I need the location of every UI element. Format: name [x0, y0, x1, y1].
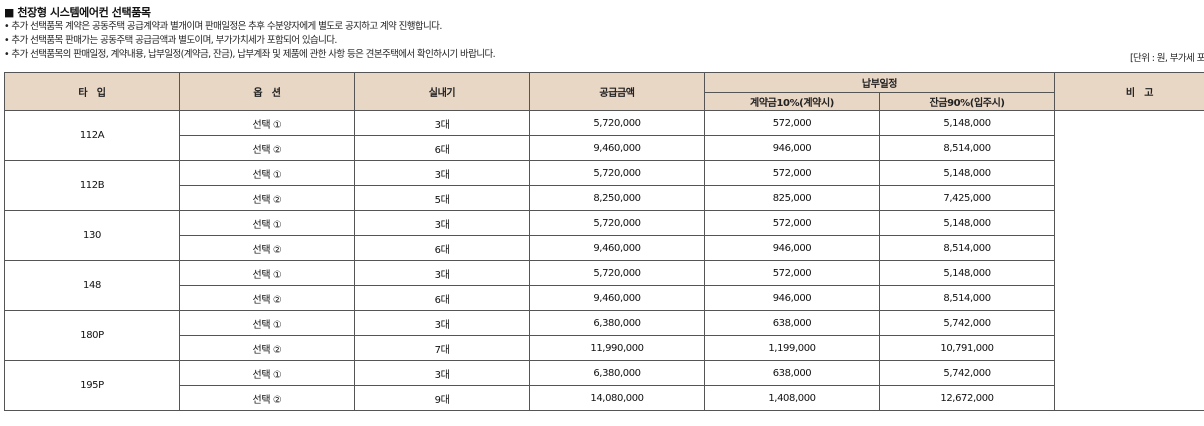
cell-indoor: 6대: [354, 285, 530, 311]
cell-deposit: 572,000: [704, 160, 880, 186]
cell-balance: 8,514,000: [878, 235, 1056, 261]
cell-balance: 8,514,000: [878, 285, 1056, 311]
cell-balance: 12,672,000: [878, 385, 1056, 411]
cell-type: 148: [4, 260, 180, 311]
cell-deposit: 946,000: [704, 135, 880, 161]
cell-option: 선택 ①: [179, 110, 355, 136]
cell-option: 선택 ①: [179, 310, 355, 336]
cell-indoor: 3대: [354, 310, 530, 336]
table-row: 130 선택 ① 3대 5,720,000 572,000 5,148,000: [4, 210, 1204, 261]
cell-remarks: [1054, 110, 1204, 411]
cell-supply: 5,720,000: [529, 260, 705, 286]
cell-indoor: 5대: [354, 185, 530, 211]
cell-option: 선택 ②: [179, 135, 355, 161]
cell-deposit: 946,000: [704, 285, 880, 311]
header-deposit: 계약금10%(계약시): [704, 92, 880, 111]
option-price-table: 타 입 옵 션 실내기 공급금액 납부일정 비 고 계약금10%(계약시) 잔금…: [4, 72, 1204, 411]
cell-indoor: 9대: [354, 385, 530, 411]
cell-supply: 5,720,000: [529, 160, 705, 186]
header-type: 타 입: [4, 72, 180, 111]
table-row: 180P 선택 ① 3대 6,380,000 638,000 5,742,000: [4, 310, 1204, 361]
cell-supply: 8,250,000: [529, 185, 705, 211]
cell-type: 112A: [4, 110, 180, 161]
table-row: 112B 선택 ① 3대 5,720,000 572,000 5,148,000: [4, 160, 1204, 211]
cell-balance: 10,791,000: [878, 335, 1056, 361]
table-row: 선택 ② 9대 14,080,000 1,408,000 12,672,000: [5, 385, 1204, 411]
cell-deposit: 1,408,000: [704, 385, 880, 411]
cell-deposit: 825,000: [704, 185, 880, 211]
header-indoor-units: 실내기: [354, 72, 530, 111]
cell-indoor: 6대: [354, 135, 530, 161]
cell-option: 선택 ①: [179, 210, 355, 236]
cell-deposit: 638,000: [704, 310, 880, 336]
table-row: 148 선택 ① 3대 5,720,000 572,000 5,148,000: [4, 260, 1204, 311]
cell-indoor: 3대: [354, 210, 530, 236]
cell-option: 선택 ②: [179, 385, 355, 411]
cell-type: 180P: [4, 310, 180, 361]
cell-supply: 14,080,000: [529, 385, 705, 411]
cell-balance: 7,425,000: [878, 185, 1056, 211]
cell-option: 선택 ②: [179, 285, 355, 311]
table-row: 선택 ② 5대 8,250,000 825,000 7,425,000: [5, 185, 1204, 211]
cell-type: 195P: [4, 360, 180, 411]
note-item: • 추가 선택품목의 판매일정, 계약내용, 납부일정(계약금, 잔금), 납부…: [4, 49, 496, 60]
cell-indoor: 3대: [354, 160, 530, 186]
cell-indoor: 3대: [354, 260, 530, 286]
section-title: ■ 천장형 시스템에어컨 선택품목: [4, 6, 151, 19]
cell-option: 선택 ②: [179, 185, 355, 211]
cell-indoor: 7대: [354, 335, 530, 361]
cell-supply: 9,460,000: [529, 285, 705, 311]
unit-note: [단위 : 원, 부가세 포함]: [1129, 53, 1204, 64]
table-header: 타 입 옵 션 실내기 공급금액 납부일정 비 고 계약금10%(계약시) 잔금…: [4, 72, 1204, 111]
cell-indoor: 6대: [354, 235, 530, 261]
cell-option: 선택 ②: [179, 335, 355, 361]
cell-supply: 11,990,000: [529, 335, 705, 361]
cell-deposit: 572,000: [704, 260, 880, 286]
table-row: 112A 선택 ① 3대 5,720,000 572,000 5,148,000: [4, 110, 1204, 411]
cell-type: 112B: [4, 160, 180, 211]
cell-supply: 6,380,000: [529, 310, 705, 336]
cell-option: 선택 ②: [179, 235, 355, 261]
cell-deposit: 638,000: [704, 360, 880, 386]
header-supply-amount: 공급금액: [529, 72, 705, 111]
cell-supply: 5,720,000: [529, 210, 705, 236]
table-row: 선택 ② 6대 9,460,000 946,000 8,514,000: [5, 285, 1204, 311]
cell-option: 선택 ①: [179, 260, 355, 286]
cell-balance: 5,742,000: [878, 310, 1056, 336]
cell-balance: 5,148,000: [878, 160, 1056, 186]
cell-deposit: 1,199,000: [704, 335, 880, 361]
cell-balance: 8,514,000: [878, 135, 1056, 161]
cell-supply: 6,380,000: [529, 360, 705, 386]
table-row: 선택 ② 6대 9,460,000 946,000 8,514,000: [5, 135, 1204, 161]
notes-list: • 추가 선택품목 계약은 공동주택 공급계약과 별개이며 판매일정은 추후 수…: [4, 20, 1204, 62]
note-item: • 추가 선택품목 계약은 공동주택 공급계약과 별개이며 판매일정은 추후 수…: [4, 21, 442, 32]
table-row: 195P 선택 ① 3대 6,380,000 638,000 5,742,000: [4, 360, 1204, 411]
cell-deposit: 946,000: [704, 235, 880, 261]
cell-deposit: 572,000: [704, 110, 880, 136]
cell-type: 130: [4, 210, 180, 261]
header-balance: 잔금90%(입주시): [878, 92, 1056, 111]
cell-balance: 5,148,000: [878, 210, 1056, 236]
cell-balance: 5,148,000: [878, 110, 1056, 136]
cell-option: 선택 ①: [179, 160, 355, 186]
note-item: • 추가 선택품목 판매가는 공동주택 공급금액과 별도이며, 부가가치세가 포…: [4, 35, 337, 46]
cell-supply: 9,460,000: [529, 135, 705, 161]
table-row: 선택 ② 6대 9,460,000 946,000 8,514,000: [5, 235, 1204, 261]
cell-supply: 5,720,000: [529, 110, 705, 136]
header-remarks: 비 고: [1054, 72, 1204, 111]
cell-balance: 5,148,000: [878, 260, 1056, 286]
table-row: 선택 ② 7대 11,990,000 1,199,000 10,791,000: [5, 335, 1204, 361]
cell-balance: 5,742,000: [878, 360, 1056, 386]
cell-option: 선택 ①: [179, 360, 355, 386]
cell-deposit: 572,000: [704, 210, 880, 236]
cell-indoor: 3대: [354, 360, 530, 386]
header-payment-schedule: 납부일정: [703, 72, 1056, 93]
cell-supply: 9,460,000: [529, 235, 705, 261]
cell-indoor: 3대: [354, 110, 530, 136]
header-option: 옵 션: [179, 72, 355, 111]
